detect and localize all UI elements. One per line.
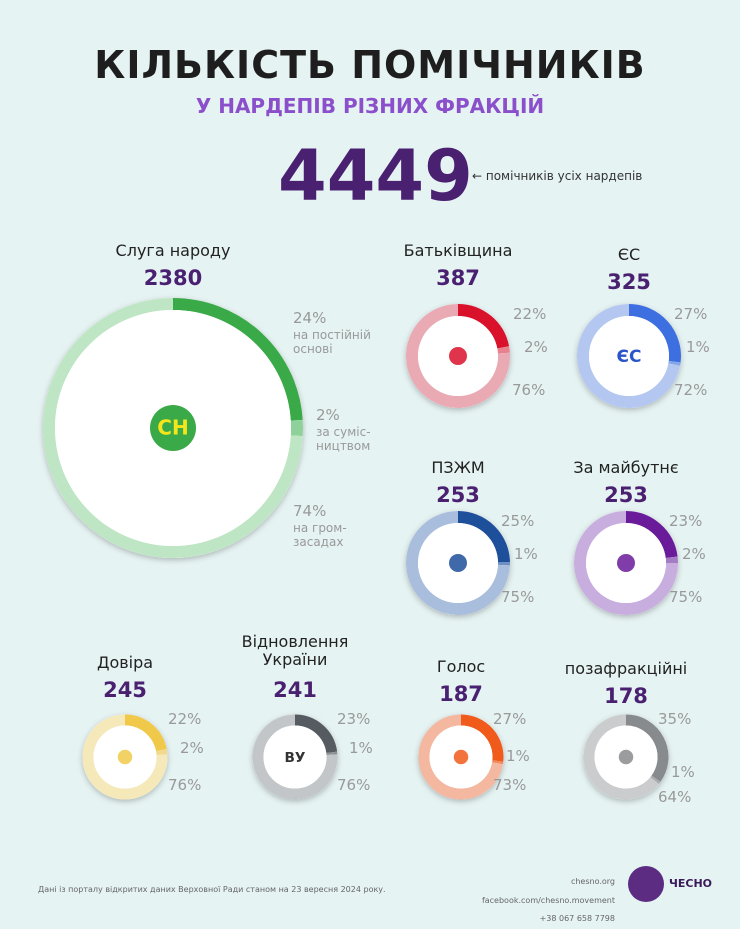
donut-segment bbox=[625, 714, 669, 782]
donut-segment bbox=[155, 749, 168, 756]
donut-segment bbox=[406, 511, 510, 615]
donut-segment bbox=[418, 714, 503, 800]
percent-label: 23% bbox=[337, 710, 371, 728]
logo-mark bbox=[617, 554, 635, 572]
total-note: ← помічників усіх нардепів bbox=[472, 169, 643, 183]
party-total: 178 bbox=[604, 684, 648, 708]
logo-mark bbox=[453, 749, 469, 765]
party-total: 2380 bbox=[143, 266, 203, 290]
percent-label: 1% bbox=[686, 338, 710, 356]
donut-segment bbox=[124, 714, 167, 752]
source: Дані із порталу відкритих даних Верховно… bbox=[38, 885, 386, 894]
donut-hole bbox=[263, 725, 327, 789]
party-name: ЄС bbox=[617, 245, 641, 264]
percent-label: 27% bbox=[493, 710, 527, 728]
party-total: 187 bbox=[439, 682, 483, 706]
logo-mark bbox=[449, 554, 467, 572]
donut-segment bbox=[577, 304, 681, 408]
percent-label: 75% bbox=[501, 588, 535, 606]
percent-label: 74% bbox=[293, 502, 327, 520]
percent-label: 22% bbox=[168, 710, 202, 728]
party-name: Батьківщина bbox=[403, 241, 513, 260]
donut-segment bbox=[650, 775, 661, 785]
percent-label: 73% bbox=[493, 776, 527, 794]
category-label: на постійній основі bbox=[293, 328, 371, 356]
logo-text: ЄС bbox=[617, 347, 642, 367]
donut-segment bbox=[172, 298, 303, 421]
percent-label: 76% bbox=[337, 776, 371, 794]
percent-label: 2% bbox=[180, 739, 204, 757]
party-total: 253 bbox=[436, 483, 480, 507]
category-label: за суміс- ництвом bbox=[316, 425, 371, 453]
percent-label: 72% bbox=[674, 381, 708, 399]
logo-mark bbox=[618, 749, 634, 765]
logo-text: СН bbox=[157, 416, 188, 440]
party-name: Довіра bbox=[96, 653, 154, 672]
percent-label: 27% bbox=[674, 305, 708, 323]
percent-label: 1% bbox=[506, 747, 530, 765]
category-label: на гром- засадах bbox=[293, 521, 347, 549]
donut-segment bbox=[574, 511, 678, 615]
percent-label: 76% bbox=[168, 776, 202, 794]
contacts: chesno.org facebook.com/chesno.movement … bbox=[482, 868, 615, 929]
percent-label: 2% bbox=[316, 406, 340, 424]
grand-total: 4449 bbox=[278, 135, 473, 217]
contact: chesno.org bbox=[570, 877, 615, 887]
percent-label: 76% bbox=[512, 381, 546, 399]
percent-label: 75% bbox=[669, 588, 703, 606]
party-total: 325 bbox=[607, 270, 651, 294]
logo-mark bbox=[449, 347, 467, 365]
contact: facebook.com/chesno.movement bbox=[481, 895, 615, 905]
donut-segment bbox=[252, 714, 338, 800]
percent-label: 24% bbox=[293, 309, 327, 327]
donut-segment bbox=[82, 714, 168, 800]
percent-label: 35% bbox=[658, 710, 692, 728]
percent-label: 1% bbox=[514, 545, 538, 563]
percent-label: 2% bbox=[524, 338, 548, 356]
logo-text: ВУ bbox=[285, 750, 306, 766]
logo-mark bbox=[117, 749, 133, 765]
percent-label: 1% bbox=[349, 739, 373, 757]
party-name: Голос bbox=[436, 657, 486, 676]
donut-segment bbox=[294, 714, 338, 754]
donut-segment bbox=[457, 304, 510, 349]
donut-hole bbox=[589, 316, 669, 396]
percent-label: 1% bbox=[671, 763, 695, 781]
party-name: Відновлення України bbox=[241, 632, 349, 670]
party-name: позафракційні bbox=[564, 659, 688, 678]
party-total: 245 bbox=[103, 678, 147, 702]
donut-segment bbox=[460, 714, 504, 762]
donut-segment bbox=[457, 511, 510, 563]
party-total: 387 bbox=[436, 266, 480, 290]
donut-segment bbox=[406, 304, 510, 408]
donut-segment bbox=[628, 304, 681, 363]
donut-segment bbox=[43, 298, 303, 558]
brand-logo bbox=[628, 866, 664, 902]
subtitle: У НАРДЕПІВ РІЗНИХ ФРАКЦІЙ bbox=[195, 94, 545, 118]
contact: +38 067 658 7798 bbox=[539, 913, 615, 923]
donut-segment bbox=[497, 346, 510, 354]
percent-label: 64% bbox=[658, 788, 692, 806]
party-total: 241 bbox=[273, 678, 317, 702]
percent-label: 22% bbox=[513, 305, 547, 323]
percent-label: 25% bbox=[501, 512, 535, 530]
brand: ЧЕСНО bbox=[669, 877, 713, 890]
title: КІЛЬКІСТЬ ПОМІЧНИКІВ bbox=[94, 43, 646, 87]
party-name: ПЗЖМ bbox=[431, 458, 485, 477]
logo-disc bbox=[150, 405, 196, 451]
percent-label: 23% bbox=[669, 512, 703, 530]
party-name: Слуга народу bbox=[115, 241, 231, 260]
party-total: 253 bbox=[604, 483, 648, 507]
percent-label: 2% bbox=[682, 545, 706, 563]
donut-segment bbox=[625, 511, 678, 559]
party-name: За майбутнє bbox=[573, 458, 679, 477]
donut-segment bbox=[583, 714, 659, 800]
